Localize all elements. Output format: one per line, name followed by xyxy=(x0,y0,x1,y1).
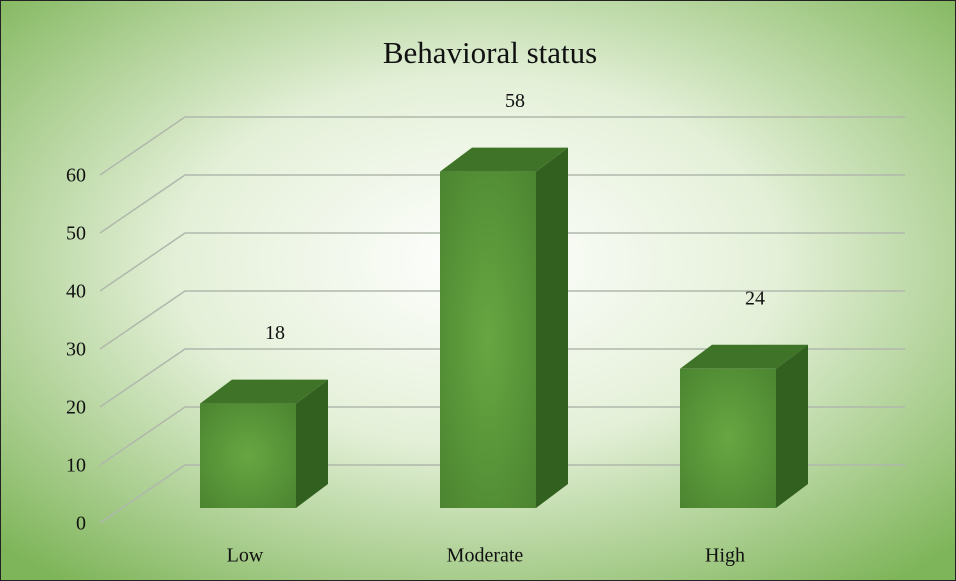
grid-line xyxy=(99,348,905,408)
grid-line xyxy=(99,290,905,350)
x-tick-label: Moderate xyxy=(447,545,524,567)
y-tick-label: 10 xyxy=(66,455,86,477)
bar-side xyxy=(536,147,568,508)
grid xyxy=(99,116,905,524)
data-label: 58 xyxy=(505,90,525,112)
grid-line xyxy=(99,174,905,234)
chart-title: Behavioral status xyxy=(383,35,597,70)
bar-side xyxy=(776,344,808,508)
y-tick-label: 60 xyxy=(66,165,86,187)
grid-line xyxy=(99,232,905,292)
y-tick-label: 40 xyxy=(66,281,86,303)
bar-side xyxy=(296,379,328,508)
bars xyxy=(200,147,808,508)
bar-top xyxy=(680,344,808,369)
y-tick-label: 50 xyxy=(66,223,86,245)
data-label: 24 xyxy=(745,287,765,309)
y-tick-label: 30 xyxy=(66,339,86,361)
x-tick-label: Low xyxy=(227,545,264,567)
bar-top xyxy=(200,379,328,404)
grid-line xyxy=(99,406,905,466)
bar xyxy=(680,368,776,508)
bar-top xyxy=(440,147,568,172)
y-tick-label: 20 xyxy=(66,397,86,419)
bar xyxy=(440,171,536,508)
data-label: 18 xyxy=(265,322,285,344)
x-tick-label: High xyxy=(705,545,745,567)
grid-line xyxy=(99,464,905,524)
grid-line xyxy=(99,116,905,176)
bar xyxy=(200,403,296,508)
y-tick-label: 0 xyxy=(76,513,86,535)
